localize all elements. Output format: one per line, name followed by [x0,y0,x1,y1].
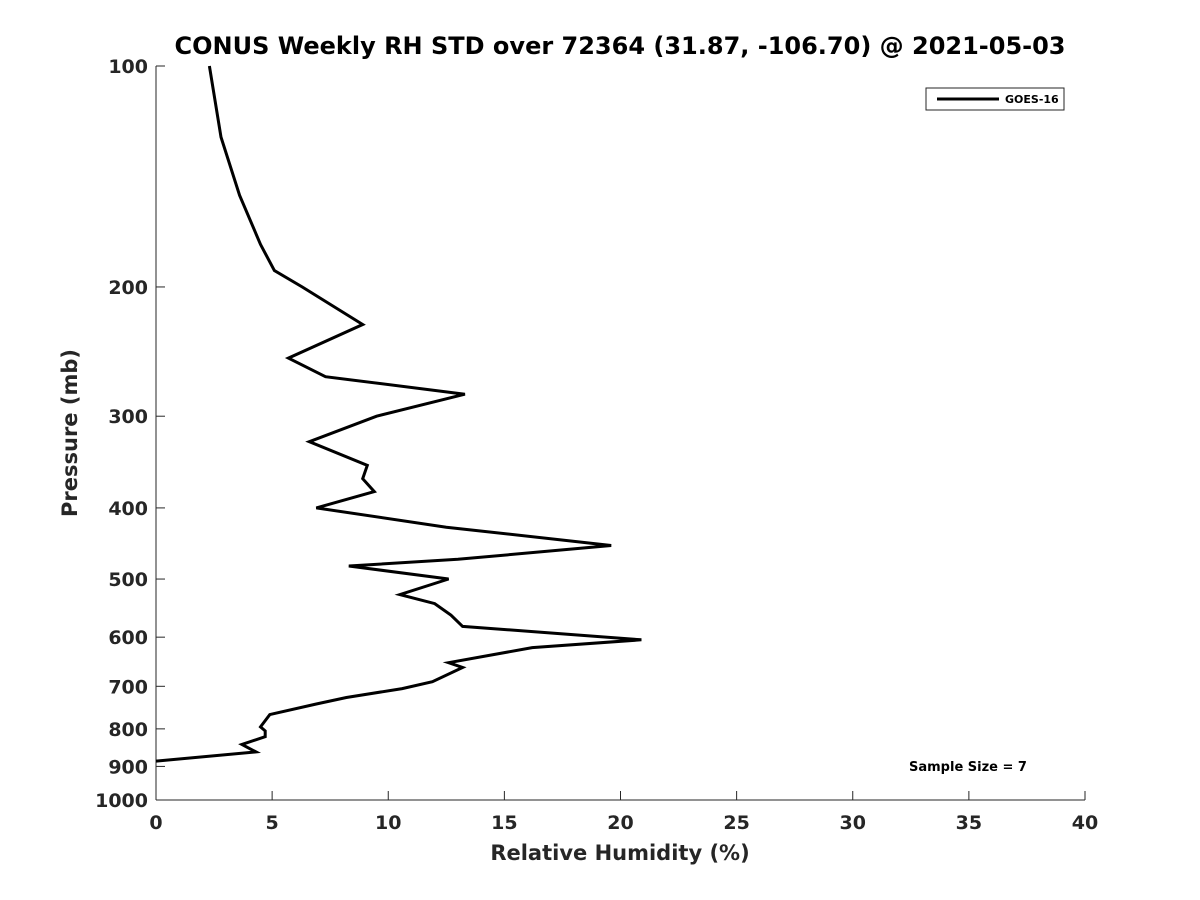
series-line-goes-16 [155,65,642,763]
y-tick-label: 600 [108,627,148,649]
x-tick-label: 0 [149,812,162,834]
y-tick-label: 800 [108,719,148,741]
legend-label: GOES-16 [1005,93,1059,106]
x-tick-label: 40 [1072,812,1098,834]
x-tick-label: 35 [956,812,982,834]
x-tick-label: 5 [266,812,279,834]
y-tick-label: 1000 [95,790,148,812]
y-tick-label: 500 [108,569,148,591]
y-ticks: 100 200 300 400 500 600 700 800 900 1000 [95,56,165,812]
x-tick-label: 30 [840,812,866,834]
chart-title: CONUS Weekly RH STD over 72364 (31.87, -… [174,32,1065,60]
y-tick-label: 900 [108,756,148,778]
y-tick-label: 400 [108,498,148,520]
x-tick-label: 20 [607,812,633,834]
x-axis-label: Relative Humidity (%) [490,841,749,865]
y-tick-label: 700 [108,676,148,698]
x-tick-label: 25 [723,812,749,834]
plot-axes [155,66,1085,801]
series-layer [155,65,642,763]
y-axis-label: Pressure (mb) [58,349,82,517]
sample-size-note: Sample Size = 7 [909,760,1027,775]
legend: GOES-16 [925,87,1065,111]
x-ticks: 0 5 10 15 20 25 30 35 40 [149,791,1098,834]
y-tick-label: 300 [108,406,148,428]
y-tick-label: 100 [108,56,148,78]
y-tick-label: 200 [108,277,148,299]
x-tick-label: 10 [375,812,401,834]
x-tick-label: 15 [491,812,517,834]
